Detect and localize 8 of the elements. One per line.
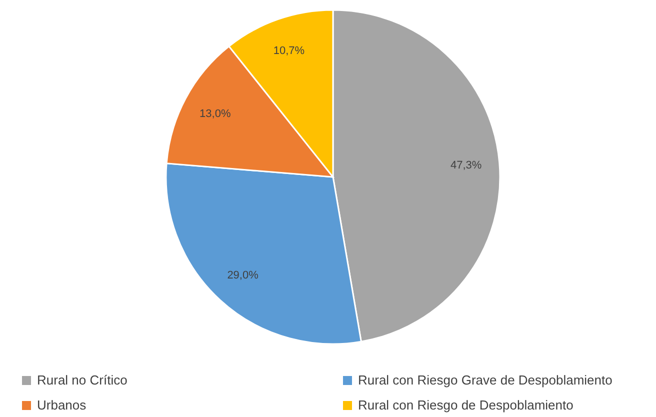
legend-label: Urbanos xyxy=(37,397,87,412)
legend-label: Rural con Riesgo de Despoblamiento xyxy=(358,397,574,412)
data-label: 47,3% xyxy=(450,160,482,172)
data-label: 10,7% xyxy=(273,44,305,57)
data-label: 29,0% xyxy=(227,269,259,282)
data-label: 13,0% xyxy=(200,108,231,120)
legend-label: Rural no Crítico xyxy=(37,372,128,388)
legend-label: Rural con Riesgo Grave de Despoblamiento xyxy=(358,372,612,388)
